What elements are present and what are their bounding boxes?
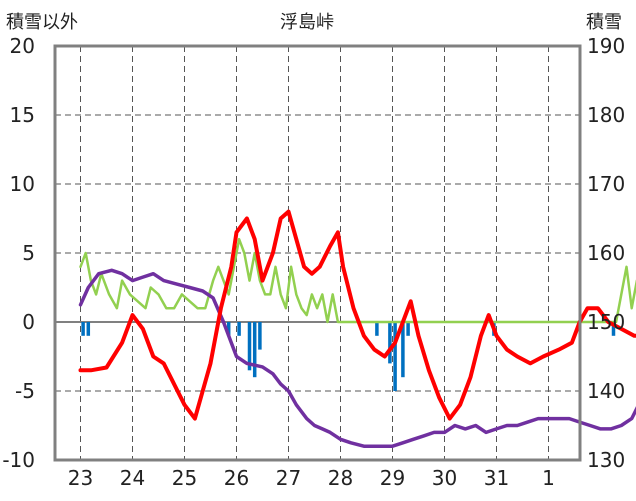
y-left-tick-label: 0	[22, 310, 35, 334]
plot-frame	[53, 44, 582, 462]
y-left-tick-label: 20	[10, 34, 35, 58]
chart-title: 浮島峠	[280, 12, 334, 33]
precip-bar	[237, 322, 241, 336]
y-right-tick-label: 150	[587, 310, 625, 334]
wind-line	[79, 237, 636, 324]
x-tick-label: 29	[380, 466, 405, 490]
precip-bar	[226, 322, 231, 336]
precip-bar	[86, 322, 91, 336]
x-tick-label: 31	[484, 466, 509, 490]
x-tick-label: 23	[68, 466, 93, 490]
precip-bar	[258, 322, 262, 350]
snow-depth-line	[78, 268, 636, 448]
precip-bar	[611, 322, 616, 336]
precip-bar	[252, 322, 257, 378]
temperature-line	[78, 209, 636, 421]
y-left-tick-label: 5	[22, 241, 35, 265]
x-tick-label: 28	[328, 466, 353, 490]
precip-bars	[81, 322, 616, 391]
y-left-tick-label: 15	[10, 103, 35, 127]
x-tick-label: 27	[276, 466, 301, 490]
x-tick-label: 25	[172, 466, 197, 490]
y-right-tick-label: 140	[587, 379, 625, 403]
y-right-tick-label: 130	[587, 448, 625, 472]
x-tick-label: 30	[432, 466, 457, 490]
precip-bar	[388, 322, 392, 364]
precip-bar	[81, 322, 85, 336]
y-left-tick-label: -5	[15, 379, 35, 403]
y-right-tick-label: 190	[587, 34, 625, 58]
y-right-tick-label: 180	[587, 103, 625, 127]
y-left-tick-label: -10	[2, 448, 35, 472]
precip-bar	[247, 322, 252, 371]
precip-bar	[393, 322, 397, 391]
plot-border	[53, 44, 582, 462]
x-tick-label: 24	[120, 466, 145, 490]
y-right-label: 積雪	[586, 12, 622, 33]
x-tick-label: 1	[542, 466, 555, 490]
precip-bar	[401, 322, 405, 378]
y-right-tick-label: 160	[587, 241, 625, 265]
precip-bar	[375, 322, 379, 336]
series-lines	[78, 209, 636, 448]
y-left-tick-label: 10	[10, 172, 35, 196]
precip-bar	[406, 322, 410, 336]
x-tick-label: 26	[224, 466, 249, 490]
y-right-tick-label: 170	[587, 172, 625, 196]
y-left-label: 積雪以外	[6, 12, 78, 33]
grid-lines	[55, 46, 580, 460]
